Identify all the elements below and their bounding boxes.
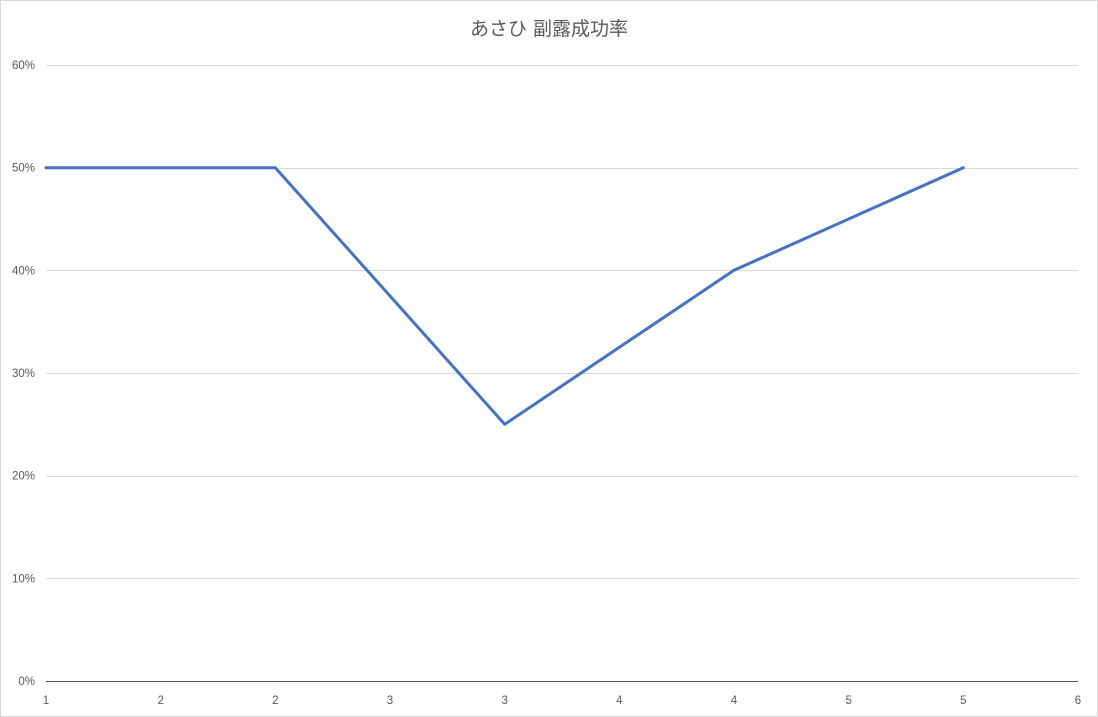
x-tick-label: 4 [731,695,738,707]
x-tick-label: 5 [960,695,966,707]
gridlines [46,65,1078,579]
y-tick-label: 60% [12,60,35,72]
plot-series [44,166,965,426]
series-line-1 [44,166,965,426]
x-tick-label: 3 [387,695,393,707]
y-tick-label: 50% [12,163,35,175]
x-tick-label: 4 [616,695,623,707]
y-axis-tick-labels: 0% 10% 20% 30% 40% 50% 60% [12,60,35,688]
y-tick-label: 30% [12,368,35,380]
x-tick-label: 5 [845,695,851,707]
y-tick-label: 40% [12,265,35,277]
x-tick-label: 2 [272,695,278,707]
x-axis-tick-labels: 1 2 2 3 3 4 4 5 5 6 [43,695,1081,707]
y-tick-label: 10% [12,573,35,585]
x-tick-label: 2 [157,695,163,707]
chart-title: あさひ 副露成功率 [470,18,628,40]
x-tick-label: 6 [1075,695,1081,707]
y-tick-label: 20% [12,471,35,483]
x-tick-label: 1 [43,695,49,707]
x-tick-label: 3 [501,695,507,707]
y-tick-label: 0% [18,676,35,688]
